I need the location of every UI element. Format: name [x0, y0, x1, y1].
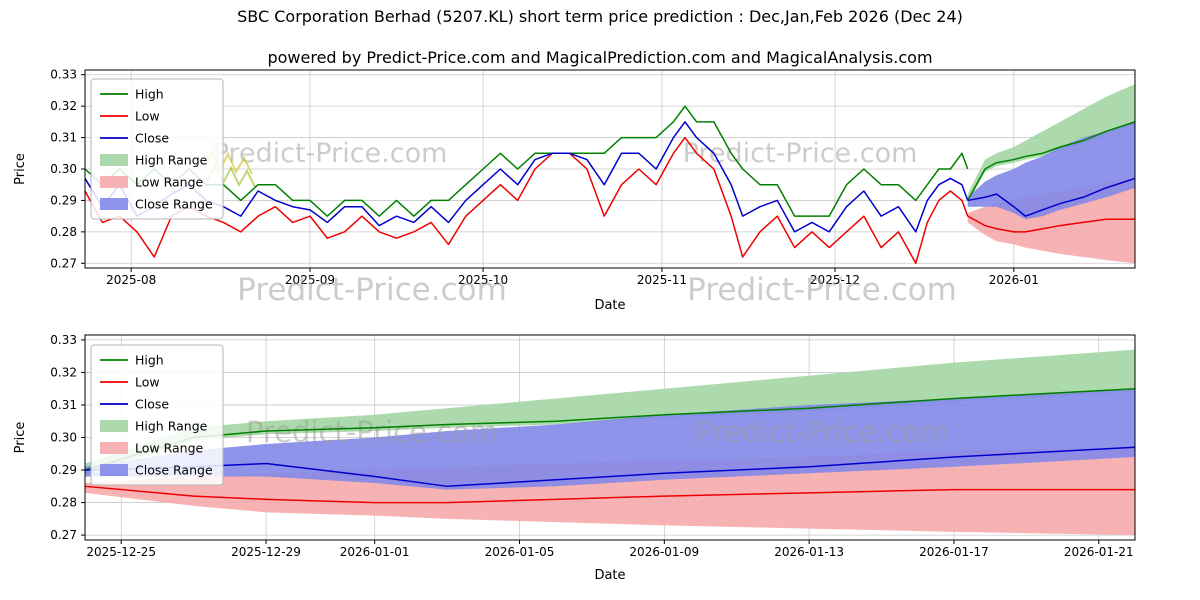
legend-swatch-low_range [100, 442, 128, 454]
legend-label-low_range: Low Range [135, 175, 204, 190]
legend-swatch-high_range [100, 154, 128, 166]
band-close-range [85, 388, 1135, 490]
figure-title: SBC Corporation Berhad (5207.KL) short t… [237, 7, 963, 26]
x-tick-label: 2026-01-13 [774, 545, 844, 559]
legend-label-high_range: High Range [135, 419, 208, 434]
y-tick-label: 0.27 [50, 256, 77, 270]
x-tick-label: 2026-01-21 [1064, 545, 1134, 559]
legend: High Low Close High Range Low Range Close Ran… [90, 344, 224, 486]
legend-label-low: Low [135, 375, 160, 390]
band-close-range [967, 121, 1135, 220]
y-axis-label: Price [13, 153, 28, 185]
legend: High Low Close High Range Low Range Close Ran… [90, 78, 224, 220]
y-tick-label: 0.28 [50, 496, 77, 510]
y-tick-label: 0.32 [50, 365, 77, 379]
legend-swatch-high_range [100, 420, 128, 432]
y-tick-label: 0.30 [50, 162, 77, 176]
figure-subtitle: powered by Predict-Price.com and Magical… [267, 48, 933, 67]
series-low-forecast [84, 485, 1135, 504]
band-high-range [85, 349, 1135, 474]
legend-label-close_range: Close Range [135, 197, 213, 212]
x-tick-label: 2025-11 [637, 273, 687, 287]
legend-swatch-low_range [100, 176, 128, 188]
x-tick-label: 2025-12 [810, 273, 860, 287]
series-low-forecast [967, 215, 1135, 233]
x-tick-label: 2025-09 [285, 273, 335, 287]
watermark-text: Predict-Price.com [683, 138, 918, 169]
y-axis-label: Price [13, 422, 28, 454]
y-tick-label: 0.30 [50, 431, 77, 445]
series-close-forecast [967, 177, 1136, 217]
series-high-forecast [84, 387, 1136, 471]
y-tick-label: 0.31 [50, 131, 77, 145]
legend-swatch-close_range [100, 198, 128, 210]
x-tick-label: 2025-12-25 [86, 545, 156, 559]
x-tick-label: 2025-08 [106, 273, 156, 287]
legend-label-high_range: High Range [135, 153, 208, 168]
watermark-text: Predict-Price.com [696, 415, 948, 449]
x-axis-label: Date [594, 298, 625, 313]
y-tick-label: 0.33 [50, 333, 77, 347]
y-tick-label: 0.32 [50, 99, 77, 113]
x-tick-label: 2025-10 [458, 273, 508, 287]
watermark-text: Predict-Price.com [213, 138, 448, 169]
band-high-range [967, 84, 1135, 204]
x-tick-label: 2026-01 [989, 273, 1039, 287]
y-tick-label: 0.27 [50, 528, 77, 542]
x-tick-label: 2025-12-29 [231, 545, 301, 559]
x-tick-label: 2026-01-09 [629, 545, 699, 559]
watermark-text: Predict-Price.com [246, 415, 498, 449]
y-tick-label: 0.28 [50, 225, 77, 239]
x-tick-label: 2026-01-01 [340, 545, 410, 559]
y-tick-label: 0.33 [50, 68, 77, 82]
legend-swatch-close_range [100, 464, 128, 476]
y-tick-label: 0.31 [50, 398, 77, 412]
y-tick-label: 0.29 [50, 463, 77, 477]
x-axis-label: Date [594, 568, 625, 583]
watermark-text: Predict-Price.com [687, 272, 957, 308]
legend-label-low_range: Low Range [135, 441, 204, 456]
watermark-text: Predict-Price.com [237, 272, 507, 308]
legend-label-close: Close [135, 131, 169, 146]
legend-label-high: High [135, 87, 164, 102]
series-close-history [84, 121, 969, 233]
legend-label-low: Low [135, 109, 160, 124]
chart-history-and-forecast: Predict-Price.com Predict-Price.com 0.27 0.… [13, 68, 1136, 313]
x-tick-label: 2026-01-05 [485, 545, 555, 559]
series-high-forecast [967, 121, 1136, 201]
legend-label-high: High [135, 353, 164, 368]
x-tick-label: 2026-01-17 [919, 545, 989, 559]
legend-label-close_range: Close Range [135, 463, 213, 478]
chart-forecast-detail: Predict-Price.com Predict-Price.com 0.27 0.… [13, 333, 1136, 583]
legend-label-close: Close [135, 397, 169, 412]
y-tick-label: 0.29 [50, 193, 77, 207]
series-close-forecast [84, 446, 1136, 488]
